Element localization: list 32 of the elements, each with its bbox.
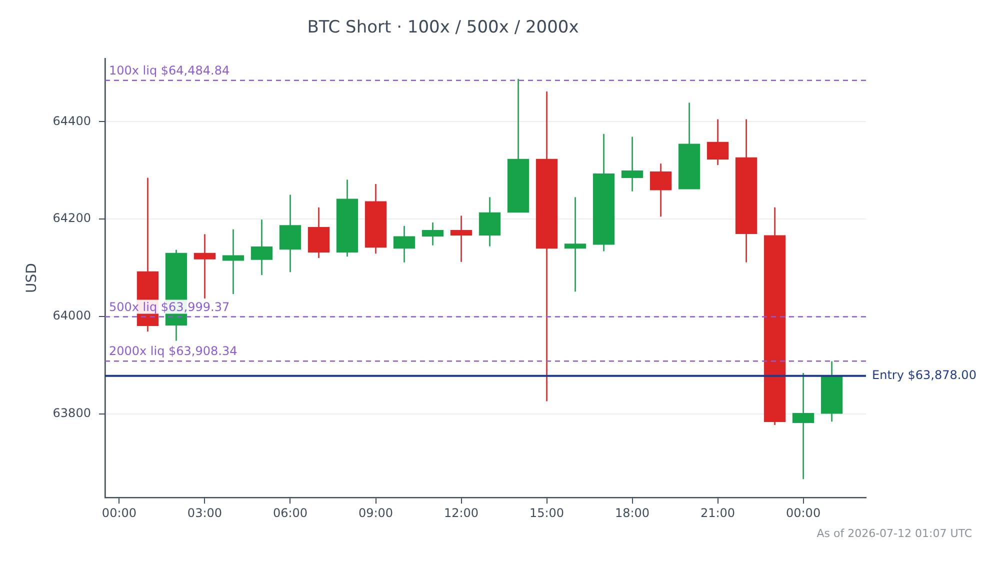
candlestick: [564, 196, 586, 292]
candlestick: [422, 222, 444, 246]
candlestick: [792, 372, 814, 480]
candlestick: [393, 225, 416, 264]
ref-line-label: 2000x liq $63,908.34: [108, 344, 238, 358]
candlestick: [621, 136, 644, 192]
ref-line-label: 500x liq $63,999.37: [108, 300, 230, 314]
x-tick-label: 18:00: [614, 506, 650, 520]
x-tick-label: 00:00: [102, 506, 137, 520]
y-axis-title: USD: [24, 263, 40, 293]
x-tick-label: 12:00: [444, 506, 479, 520]
text: As of 2026-07-12 01:07 UTC: [816, 526, 972, 540]
chart-title: BTC Short · 100x / 500x / 2000x: [307, 18, 579, 38]
x-tick-label: 06:00: [272, 506, 308, 520]
y-tick-label: 63800: [52, 406, 91, 420]
candlestick: [650, 162, 672, 218]
y-tick-label: 64400: [52, 114, 91, 128]
x-tick-label: 09:00: [358, 506, 394, 520]
y-tick-label: 64000: [52, 308, 91, 323]
candlestick: [222, 228, 244, 295]
x-tick-label: 03:00: [187, 506, 222, 520]
candlestick: [478, 196, 501, 247]
candlestick: [706, 118, 729, 166]
candlestick: [194, 234, 216, 300]
candlestick: [450, 215, 472, 263]
candlestick: [250, 218, 273, 276]
x-tick-label: 21:00: [700, 506, 736, 520]
ref-line-label: Entry $63,878.00: [872, 368, 976, 382]
x-tick-label: 00:00: [786, 506, 821, 520]
y-tick-label: 64200: [52, 211, 91, 226]
x-tick-label: 15:00: [529, 506, 564, 520]
ref-line-label: 100x liq $64,484.84: [108, 64, 230, 78]
